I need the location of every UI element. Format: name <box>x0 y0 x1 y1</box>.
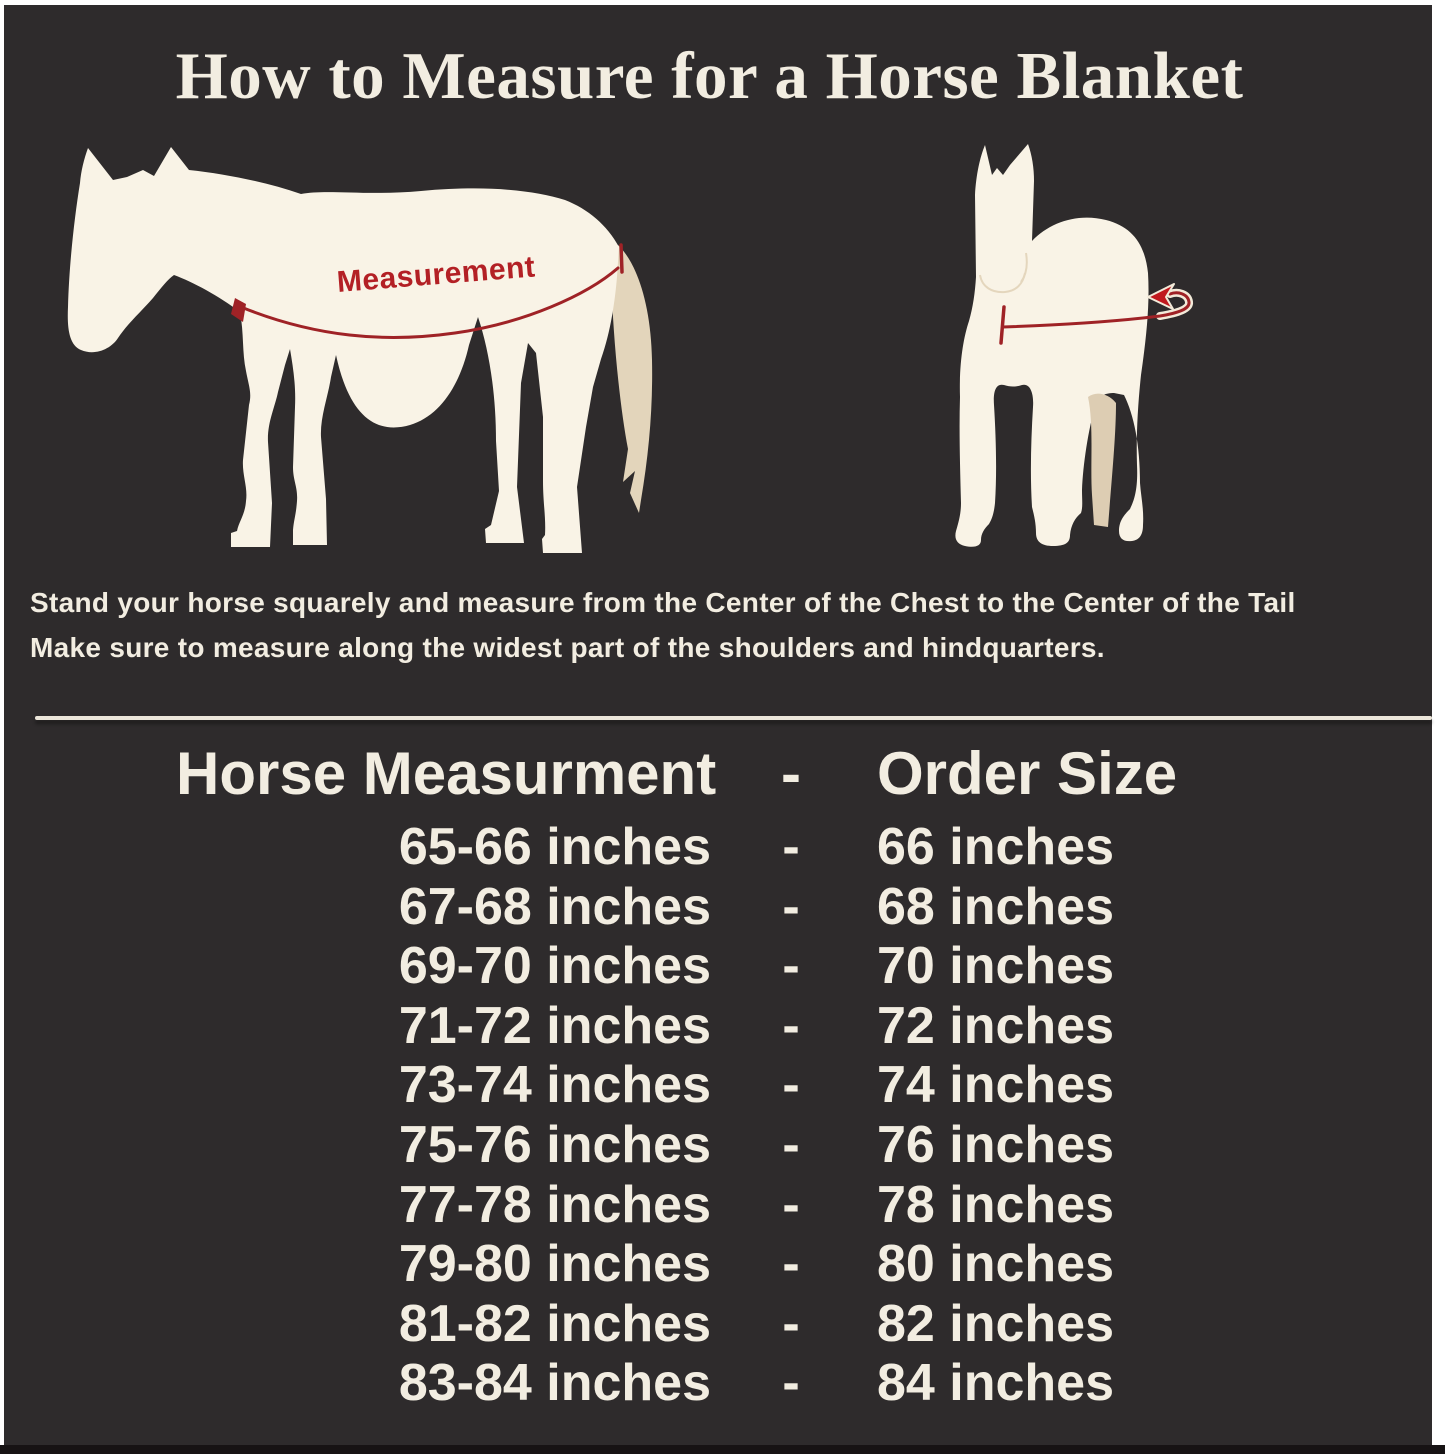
table-row: 67-68 inches - 68 inches <box>0 878 1445 938</box>
girth-line-chest-tick <box>999 305 1006 345</box>
horse-measurement-value: 67-68 inches <box>398 877 711 936</box>
instruction-line-1: Stand your horse squarely and measure fr… <box>30 587 1296 618</box>
order-size-value: 78 inches <box>877 1175 1115 1234</box>
size-table-header: Horse Measurment - Order Size <box>0 738 1445 810</box>
row-separator: - <box>782 818 800 876</box>
horse-measurement-value: 81-82 inches <box>398 1294 711 1353</box>
horse-measurement-value: 73-74 inches <box>398 1056 711 1115</box>
horse-measurement-value: 65-66 inches <box>398 818 711 876</box>
table-row: 79-80 inches - 80 inches <box>0 1235 1445 1295</box>
order-size-value: 72 inches <box>877 996 1115 1055</box>
table-row: 83-84 inches - 84 inches <box>0 1354 1445 1414</box>
order-size-value: 68 inches <box>877 877 1115 936</box>
table-row: 65-66 inches - 66 inches <box>0 818 1445 878</box>
girth-line <box>1001 291 1191 329</box>
horse-measurement-value: 75-76 inches <box>398 1115 711 1174</box>
measurement-line <box>239 266 620 339</box>
order-size-value: 66 inches <box>877 818 1115 876</box>
row-separator: - <box>782 1235 800 1294</box>
order-size-value: 70 inches <box>877 937 1115 996</box>
row-separator: - <box>782 937 800 996</box>
size-table: 65-66 inches - 66 inches 67-68 inches - … <box>0 818 1445 1414</box>
horse-measurement-value: 83-84 inches <box>398 1354 711 1413</box>
horse-body-front <box>955 144 1149 547</box>
row-separator: - <box>782 877 800 936</box>
horse-body <box>67 147 619 553</box>
measurement-line-chest-marker <box>231 298 246 322</box>
horse-measurement-value: 77-78 inches <box>398 1175 711 1234</box>
cheek-crease <box>1020 252 1028 283</box>
header-horse-measurement: Horse Measurment <box>176 740 717 807</box>
header-separator: - <box>781 740 801 807</box>
header-order-size: Order Size <box>877 740 1178 807</box>
page-title: How to Measure for a Horse Blanket <box>175 39 1244 113</box>
horse-measurement-value: 71-72 inches <box>398 996 711 1055</box>
table-row: 81-82 inches - 82 inches <box>0 1295 1445 1355</box>
table-row: 73-74 inches - 74 inches <box>0 1056 1445 1116</box>
side-horse-illustration <box>67 147 653 553</box>
table-row: 69-70 inches - 70 inches <box>0 937 1445 997</box>
row-separator: - <box>782 1115 800 1174</box>
order-size-value: 74 inches <box>877 1056 1115 1115</box>
order-size-value: 80 inches <box>877 1235 1115 1294</box>
row-separator: - <box>782 1354 800 1413</box>
section-divider <box>35 716 1432 720</box>
horse-measurement-value: 79-80 inches <box>398 1235 711 1294</box>
front-horse-illustration <box>955 144 1193 547</box>
order-size-value: 76 inches <box>877 1115 1115 1174</box>
table-row: 77-78 inches - 78 inches <box>0 1176 1445 1236</box>
bottom-bar <box>0 1445 1445 1454</box>
row-separator: - <box>782 1175 800 1234</box>
horse-measurement-value: 69-70 inches <box>398 937 711 996</box>
order-size-value: 84 inches <box>877 1354 1115 1413</box>
row-separator: - <box>782 996 800 1055</box>
row-separator: - <box>782 1294 800 1353</box>
table-row: 75-76 inches - 76 inches <box>0 1116 1445 1176</box>
instruction-line-2: Make sure to measure along the widest pa… <box>30 632 1105 663</box>
row-separator: - <box>782 1056 800 1115</box>
order-size-value: 82 inches <box>877 1294 1115 1353</box>
hind-leg-shadow <box>1088 393 1116 527</box>
horse-tail <box>611 245 653 513</box>
table-row: 71-72 inches - 72 inches <box>0 997 1445 1057</box>
wrap-arrow-icon <box>1147 283 1175 310</box>
measurement-line-tail-tick <box>619 243 624 274</box>
